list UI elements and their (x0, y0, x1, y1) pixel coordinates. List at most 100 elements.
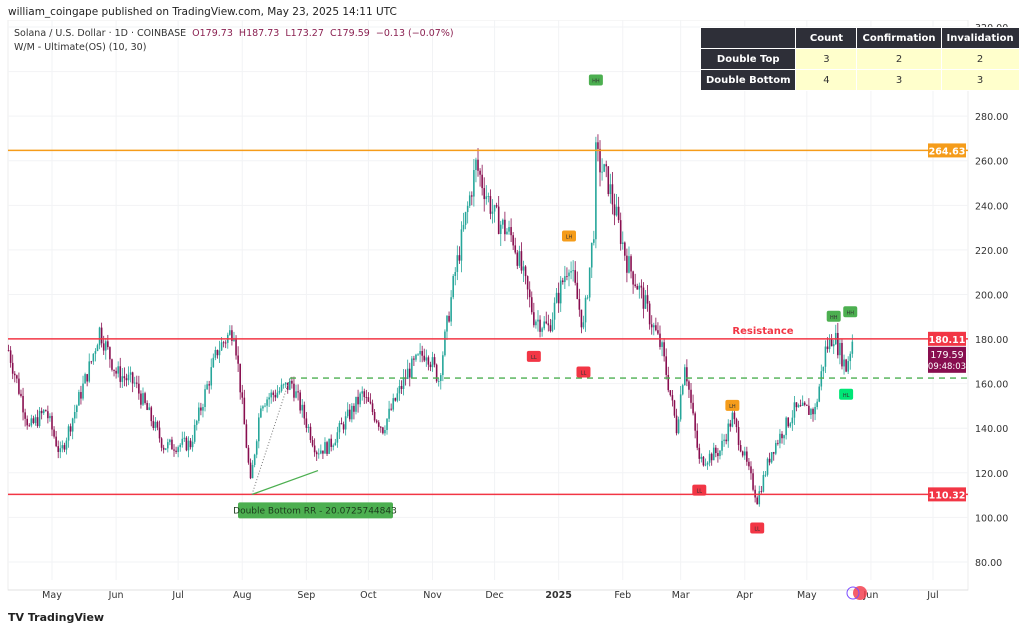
candle (785, 416, 787, 440)
candle (272, 390, 275, 402)
candle (260, 405, 262, 419)
candle (533, 302, 535, 328)
candle (446, 315, 448, 340)
candle (258, 413, 260, 449)
candle (574, 261, 577, 286)
candle-body (574, 270, 577, 283)
candle-body (684, 367, 686, 386)
indicator-label[interactable]: W/M - Ultimate(OS) (10, 30) (14, 42, 147, 53)
candle-body (601, 171, 603, 173)
candle (580, 309, 583, 334)
row-label: Double Bottom (699, 69, 797, 91)
candle-body (673, 400, 676, 416)
candle (590, 242, 593, 278)
candle (365, 389, 368, 404)
candle-body (644, 295, 647, 309)
candle (452, 274, 454, 300)
candle (568, 269, 570, 287)
candle (189, 438, 192, 450)
candle (76, 404, 78, 419)
candle-body (63, 445, 66, 450)
pattern-marker: HH (588, 74, 603, 86)
candle-body (812, 409, 814, 415)
candle (516, 249, 519, 270)
candle-body (148, 407, 150, 410)
candle (183, 431, 186, 442)
candle-body (353, 405, 355, 412)
candle-body (338, 423, 341, 433)
candle (690, 383, 692, 409)
table-header: Count (795, 27, 858, 49)
candle (348, 404, 351, 422)
candle-body (479, 170, 481, 175)
candle-body (772, 452, 775, 454)
candle (218, 340, 221, 364)
candle-body (359, 393, 361, 405)
candle-body (220, 342, 223, 351)
candle-body (423, 355, 426, 361)
candle (71, 417, 74, 440)
candle-body (218, 350, 221, 356)
candle-body (44, 410, 47, 412)
candle (117, 361, 119, 378)
candle-body (549, 325, 552, 332)
candle (264, 402, 266, 408)
candle-body (522, 266, 525, 271)
candle (729, 419, 732, 432)
candle (429, 361, 432, 372)
candle (148, 403, 150, 411)
candle-body (324, 442, 326, 454)
candle-body (748, 461, 750, 467)
candle-body (657, 330, 659, 334)
candle-body (295, 391, 297, 398)
candle (597, 134, 599, 162)
candle-body (208, 384, 210, 386)
candle-body (725, 439, 727, 442)
candle-body (442, 355, 444, 376)
candle (311, 436, 314, 448)
candle (621, 231, 624, 250)
candle-body (398, 386, 401, 394)
candle-body (584, 297, 587, 323)
x-tick-label: Jul (926, 590, 938, 601)
candle (444, 329, 446, 357)
candle-body (406, 368, 409, 380)
candle-body (640, 285, 643, 288)
price-chart[interactable]: 320.00300.00280.00260.00240.00220.00200.… (0, 20, 1024, 610)
candle-body (348, 409, 351, 420)
candle (144, 391, 146, 405)
candle (198, 402, 200, 424)
candle (229, 325, 231, 336)
candle (450, 290, 452, 327)
candle-body (61, 445, 64, 449)
candle (624, 241, 626, 261)
candle-body (696, 430, 699, 448)
candle-body (733, 412, 736, 420)
candle (406, 359, 409, 380)
candle (847, 356, 849, 375)
candle-body (382, 427, 384, 434)
candle-body (402, 377, 405, 389)
ohlc-change: −0.13 (−0.07%) (375, 28, 454, 39)
candle-body (371, 403, 374, 413)
candle (121, 367, 124, 388)
candle (382, 426, 384, 435)
candle (313, 438, 316, 457)
rr-line (251, 469, 319, 495)
candle-body (841, 342, 843, 367)
candle-body (237, 355, 239, 364)
candle (549, 318, 552, 333)
candle (541, 326, 543, 337)
candle-body (580, 309, 583, 328)
table-cell: 3 (795, 48, 858, 70)
brand-name: TradingView (27, 611, 105, 624)
tradingview-logo[interactable]: 𝗧𝗩 TradingView (8, 611, 104, 624)
candle-body (810, 409, 812, 415)
candle-body (791, 417, 794, 424)
candle-body (473, 170, 475, 197)
y-tick-label: 280.00 (975, 112, 1008, 123)
candle-body (593, 239, 595, 243)
candle-body (746, 451, 748, 462)
candle (371, 399, 374, 416)
candle-body (617, 206, 620, 221)
